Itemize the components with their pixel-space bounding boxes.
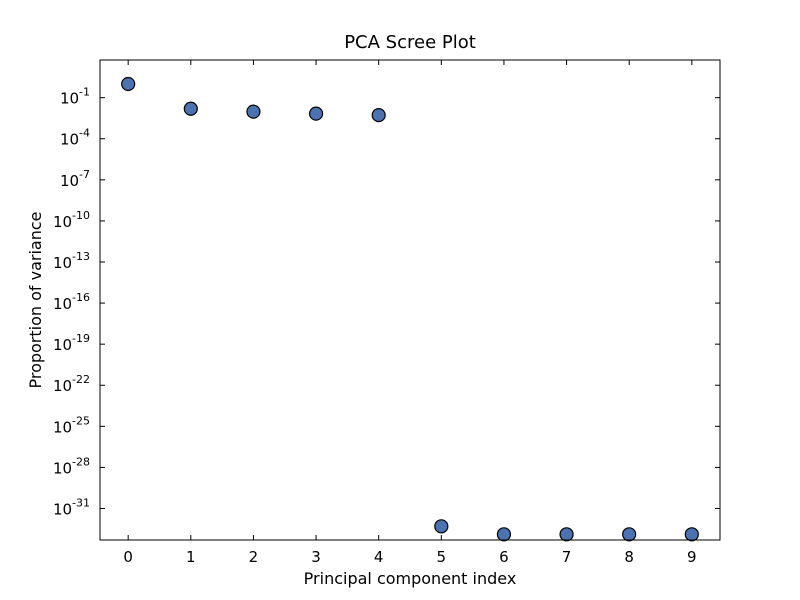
- x-axis-label: Principal component index: [304, 569, 517, 588]
- x-tick-label: 5: [437, 548, 447, 566]
- data-point-pc-2: [246, 104, 261, 119]
- data-point-pc-6: [496, 527, 512, 542]
- y-tick-label: 10-28: [53, 455, 90, 477]
- y-tick-label: 10-7: [60, 168, 90, 190]
- x-tick-label: 6: [499, 548, 509, 566]
- data-points: [121, 76, 699, 542]
- x-tick-label: 8: [624, 548, 634, 566]
- x-tick-label: 9: [687, 548, 697, 566]
- data-point-pc-8: [622, 527, 637, 542]
- y-tick-label: 10-25: [53, 414, 90, 436]
- y-tick-label: 10-4: [60, 127, 90, 149]
- x-tick-label: 3: [311, 548, 321, 566]
- data-point-pc-5: [434, 519, 449, 534]
- y-tick-label: 10-16: [53, 291, 90, 313]
- y-tick-label: 10-13: [53, 250, 90, 272]
- x-tick-label: 4: [374, 548, 384, 566]
- data-point-pc-3: [308, 106, 324, 121]
- chart-title: PCA Scree Plot: [344, 32, 476, 53]
- data-point-pc-7: [559, 527, 574, 542]
- x-tick-label: 2: [249, 548, 259, 566]
- axis-ticks: 0 1 2 3 4 5 6 7 8 9 10-1 10-4 10-7 10-10 10-13 10-16 10-…: [53, 60, 720, 566]
- data-point-pc-0: [121, 76, 136, 92]
- y-tick-label: 10-19: [53, 332, 90, 354]
- y-tick-label: 10-1: [60, 86, 90, 108]
- x-tick-label: 7: [562, 548, 572, 566]
- y-tick-label: 10-10: [53, 209, 90, 231]
- y-axis-label: Proportion of variance: [26, 211, 45, 388]
- data-point-pc-1: [183, 101, 198, 116]
- x-tick-label: 1: [186, 548, 196, 566]
- y-tick-label: 10-31: [53, 497, 90, 519]
- y-tick-label: 10-22: [53, 373, 90, 395]
- x-tick-label: 0: [123, 548, 133, 566]
- data-point-pc-9: [684, 527, 699, 542]
- data-point-pc-4: [371, 108, 386, 123]
- plot-frame: [99, 59, 721, 541]
